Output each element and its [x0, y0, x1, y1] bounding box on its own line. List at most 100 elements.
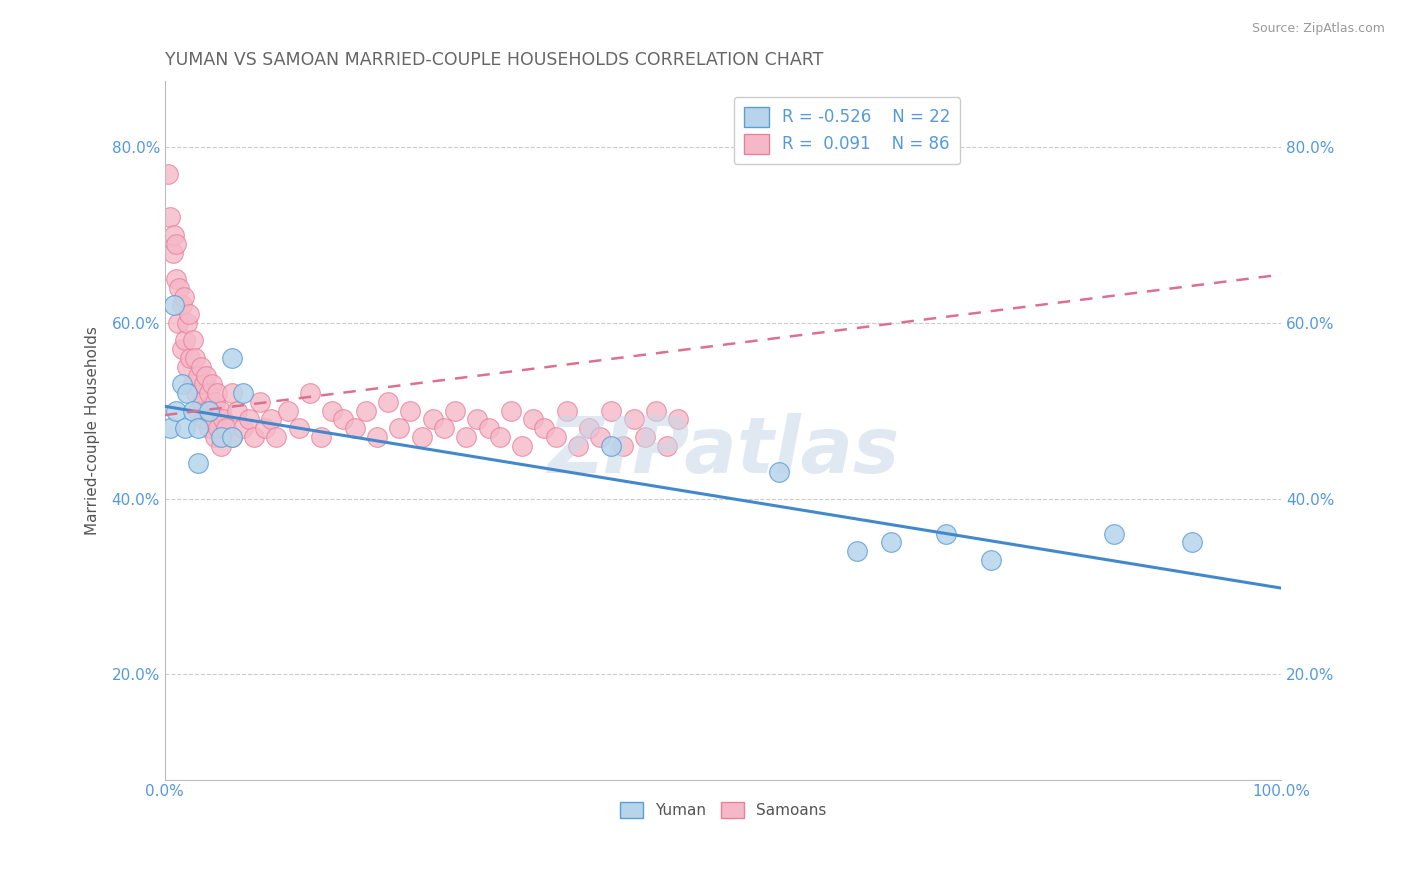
Point	[980, 553, 1002, 567]
Point	[167, 316, 190, 330]
Point	[181, 403, 204, 417]
Point	[221, 430, 243, 444]
Point	[254, 421, 277, 435]
Point	[193, 412, 215, 426]
Point	[589, 430, 612, 444]
Point	[181, 377, 204, 392]
Point	[600, 439, 623, 453]
Point	[456, 430, 478, 444]
Point	[578, 421, 600, 435]
Point	[221, 430, 243, 444]
Point	[198, 403, 221, 417]
Point	[195, 403, 218, 417]
Point	[195, 368, 218, 383]
Point	[215, 421, 238, 435]
Point	[198, 386, 221, 401]
Point	[209, 430, 232, 444]
Point	[321, 403, 343, 417]
Point	[163, 298, 186, 312]
Point	[467, 412, 489, 426]
Point	[173, 334, 195, 348]
Point	[207, 421, 229, 435]
Point	[207, 386, 229, 401]
Point	[444, 403, 467, 417]
Point	[260, 412, 283, 426]
Point	[179, 307, 201, 321]
Point	[266, 430, 288, 444]
Point	[510, 439, 533, 453]
Point	[433, 421, 456, 435]
Point	[165, 403, 187, 417]
Point	[201, 377, 224, 392]
Point	[249, 395, 271, 409]
Point	[187, 421, 209, 435]
Point	[176, 359, 198, 374]
Point	[209, 403, 232, 417]
Point	[768, 465, 790, 479]
Point	[522, 412, 544, 426]
Point	[422, 412, 444, 426]
Point	[173, 289, 195, 303]
Point	[170, 298, 193, 312]
Point	[221, 386, 243, 401]
Point	[567, 439, 589, 453]
Point	[879, 535, 901, 549]
Point	[332, 412, 354, 426]
Text: ZIPatlas: ZIPatlas	[547, 413, 900, 490]
Point	[198, 421, 221, 435]
Text: Source: ZipAtlas.com: Source: ZipAtlas.com	[1251, 22, 1385, 36]
Point	[657, 439, 679, 453]
Point	[555, 403, 578, 417]
Point	[204, 395, 226, 409]
Point	[190, 359, 212, 374]
Point	[163, 228, 186, 243]
Point	[187, 457, 209, 471]
Point	[179, 351, 201, 365]
Point	[488, 430, 510, 444]
Point	[499, 403, 522, 417]
Text: YUMAN VS SAMOAN MARRIED-COUPLE HOUSEHOLDS CORRELATION CHART: YUMAN VS SAMOAN MARRIED-COUPLE HOUSEHOLD…	[165, 51, 823, 69]
Point	[287, 421, 309, 435]
Point	[232, 386, 254, 401]
Point	[1181, 535, 1204, 549]
Y-axis label: Married-couple Households: Married-couple Households	[86, 326, 100, 535]
Point	[298, 386, 321, 401]
Point	[354, 403, 377, 417]
Point	[176, 386, 198, 401]
Point	[612, 439, 634, 453]
Point	[634, 430, 657, 444]
Point	[170, 377, 193, 392]
Point	[169, 281, 191, 295]
Point	[309, 430, 332, 444]
Point	[277, 403, 299, 417]
Point	[165, 272, 187, 286]
Point	[399, 403, 422, 417]
Point	[478, 421, 501, 435]
Point	[159, 211, 181, 225]
Point	[600, 403, 623, 417]
Point	[211, 412, 233, 426]
Point	[187, 368, 209, 383]
Point	[209, 439, 232, 453]
Point	[165, 236, 187, 251]
Point	[159, 421, 181, 435]
Point	[243, 430, 266, 444]
Point	[366, 430, 388, 444]
Point	[187, 403, 209, 417]
Point	[190, 395, 212, 409]
Point	[173, 421, 195, 435]
Point	[157, 167, 180, 181]
Point	[184, 351, 207, 365]
Point	[181, 334, 204, 348]
Point	[846, 544, 869, 558]
Point	[232, 421, 254, 435]
Point	[668, 412, 690, 426]
Point	[201, 412, 224, 426]
Point	[343, 421, 366, 435]
Point	[1102, 526, 1125, 541]
Point	[533, 421, 555, 435]
Point	[170, 343, 193, 357]
Point	[221, 351, 243, 365]
Point	[935, 526, 957, 541]
Point	[193, 377, 215, 392]
